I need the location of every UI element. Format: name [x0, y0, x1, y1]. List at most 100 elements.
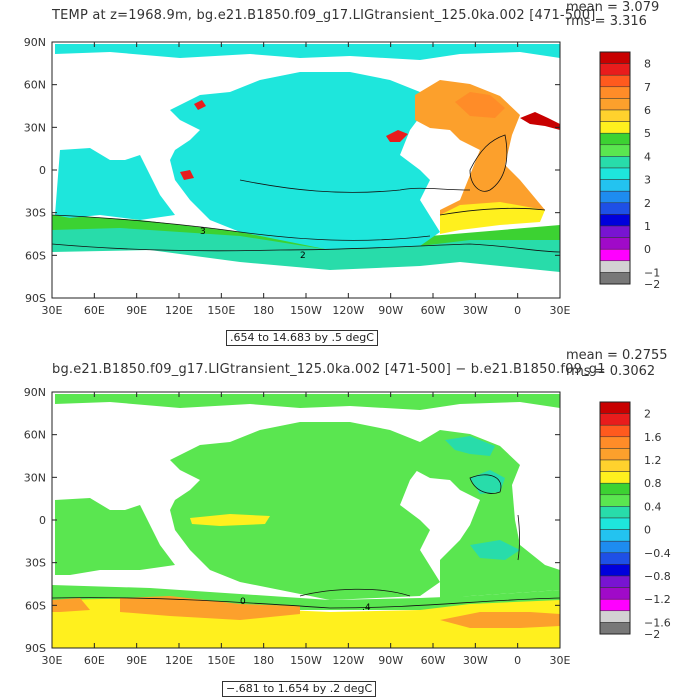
colorbar-swatch — [599, 448, 631, 461]
colorbar-swatch — [599, 74, 631, 88]
colorbar-label: 1.2 — [644, 454, 662, 467]
top-arctic-ocean — [55, 44, 560, 60]
colorbar-swatch — [599, 237, 631, 250]
top-contour-label: 2 — [300, 251, 306, 261]
colorbar-label: −0.4 — [644, 547, 671, 560]
colorbar-swatch — [599, 109, 631, 122]
bottom-pacific-ocean — [170, 422, 440, 600]
lon-label: 30E — [42, 304, 63, 317]
lat-label: 30S — [25, 557, 46, 570]
colorbar-label: 1.6 — [644, 431, 662, 444]
colorbar-swatch — [599, 272, 631, 285]
lon-label: 180 — [253, 304, 274, 317]
colorbar-swatch — [599, 190, 631, 204]
lon-label: 90E — [126, 304, 147, 317]
bottom-equatorial-yellow — [190, 514, 270, 526]
bottom-atlantic-teal — [470, 470, 505, 494]
colorbar-swatch — [599, 86, 631, 99]
colorbar-label: −1 — [644, 266, 660, 279]
lon-label: 180 — [253, 654, 274, 667]
colorbar-swatch — [599, 587, 631, 600]
lat-label: 30N — [24, 471, 46, 484]
colorbar-label: 1 — [644, 220, 651, 233]
bottom-title: bg.e21.B1850.f09_g17.LIGtransient_125.0k… — [52, 362, 606, 377]
lon-label: 30W — [463, 304, 488, 317]
lon-label: 0 — [514, 304, 521, 317]
lon-label: 90W — [378, 654, 403, 667]
colorbar-label: 7 — [644, 81, 651, 94]
colorbar-swatch — [599, 132, 631, 146]
colorbar-swatch — [599, 610, 631, 623]
lat-label: 30S — [25, 207, 46, 220]
colorbar-swatch — [599, 506, 631, 519]
colorbar-label: −2 — [644, 278, 660, 291]
lat-label: 90S — [25, 292, 46, 305]
colorbar-swatch — [599, 51, 631, 64]
colorbar-label: −2 — [644, 628, 660, 641]
colorbar-label: −0.8 — [644, 570, 671, 583]
colorbar-swatch — [599, 401, 631, 414]
top-contour-info: .654 to 14.683 by .5 degC — [226, 330, 378, 346]
bottom-southern-warm — [120, 596, 300, 620]
top-pacific-ocean — [170, 72, 440, 250]
colorbar-swatch — [599, 98, 631, 111]
lon-label: 60W — [421, 304, 446, 317]
colorbar-label: 0 — [644, 243, 651, 256]
colorbar-label: −1.2 — [644, 593, 671, 606]
colorbar-swatch — [599, 144, 631, 157]
lon-label: 60W — [421, 654, 446, 667]
bottom-rms: rms = 0.3062 — [566, 364, 656, 379]
top-colorbar: 8 7 6 5 4 3 2 1 0 −1−2 — [599, 51, 660, 291]
lon-label: 120W — [332, 304, 364, 317]
lat-label: 90N — [24, 386, 46, 399]
colorbar-label: 5 — [644, 127, 651, 140]
lon-label: 30W — [463, 654, 488, 667]
bottom-contour-line — [517, 514, 520, 561]
top-mean: mean = 3.079 — [566, 0, 660, 15]
top-mediterranean-warm — [520, 112, 560, 130]
colorbar-label: 3 — [644, 174, 651, 187]
colorbar-swatch — [599, 121, 631, 134]
lat-label: 60N — [24, 79, 46, 92]
colorbar-swatch — [599, 529, 631, 542]
lon-label: 90E — [126, 654, 147, 667]
bottom-contour-label: 0 — [240, 597, 246, 607]
colorbar-swatch — [599, 540, 631, 554]
top-contour-label: 3 — [200, 227, 206, 237]
colorbar-swatch — [599, 225, 631, 238]
lat-label: 0 — [39, 164, 46, 177]
bottom-contour-line — [299, 588, 411, 597]
lon-label: 150W — [290, 304, 322, 317]
colorbar-swatch — [599, 494, 631, 507]
top-contour-line — [439, 207, 546, 216]
top-atlantic-ocean — [415, 80, 545, 232]
top-north-atlantic-warm — [455, 92, 505, 118]
colorbar-swatch — [599, 260, 631, 273]
bottom-contour-label: .4 — [362, 603, 371, 613]
colorbar-frame — [599, 401, 631, 635]
top-contour-line — [51, 214, 431, 241]
lon-label: 30E — [42, 654, 63, 667]
colorbar-label: 0 — [644, 524, 651, 537]
lat-label: 0 — [39, 514, 46, 527]
top-contour-line — [239, 179, 471, 193]
colorbar-swatch — [599, 156, 631, 169]
bottom-indian-ocean — [55, 498, 175, 575]
lon-label: 0 — [514, 654, 521, 667]
bottom-southern-warm — [440, 612, 560, 628]
colorbar-swatch — [599, 598, 631, 612]
lat-label: 30N — [24, 121, 46, 134]
lon-label: 30E — [550, 304, 571, 317]
top-red-sea-warm — [180, 170, 194, 180]
colorbar-swatch — [599, 202, 631, 215]
colorbar-label: 2 — [644, 408, 651, 421]
lon-label: 30E — [550, 654, 571, 667]
colorbar-label: 2 — [644, 197, 651, 210]
bottom-mean: mean = 0.2755 — [566, 348, 668, 363]
lon-label: 90W — [378, 304, 403, 317]
colorbar-frame — [599, 51, 631, 285]
bottom-arctic-ocean — [55, 394, 560, 410]
colorbar-swatch — [599, 564, 631, 577]
